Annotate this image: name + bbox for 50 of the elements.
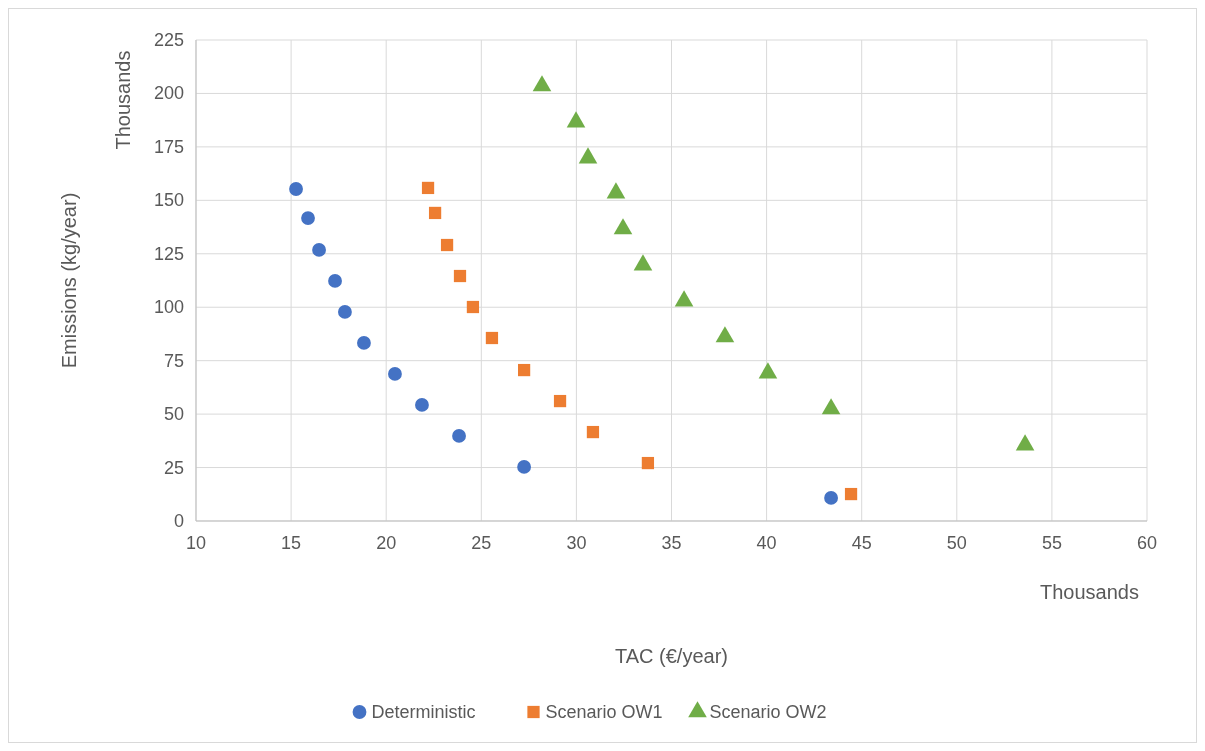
x-axis-title: TAC (€/year)	[615, 645, 728, 667]
point	[453, 269, 467, 283]
point	[415, 398, 429, 412]
legend-label: Deterministic	[371, 702, 476, 722]
point	[586, 425, 600, 439]
legend-label: Scenario OW2	[709, 702, 827, 722]
point	[517, 460, 531, 474]
x-tick-label: 60	[1136, 533, 1158, 553]
x-tick-label: 50	[946, 533, 967, 553]
point	[312, 243, 326, 257]
y-tick-label: 25	[163, 457, 184, 478]
point	[440, 238, 454, 252]
x-tick-label: 45	[851, 533, 872, 553]
point	[844, 487, 858, 501]
x-tick-label: 35	[661, 533, 682, 553]
point	[452, 429, 466, 443]
x-tick-label: 10	[185, 533, 207, 553]
x-tick-label: 20	[376, 533, 397, 553]
point	[421, 181, 435, 195]
point	[485, 331, 499, 345]
text: Thousands	[112, 50, 134, 150]
point	[641, 456, 655, 470]
y-tick-label: 175	[153, 136, 184, 157]
y-tick-label: 125	[153, 243, 184, 264]
y-tick-label: 225	[153, 30, 184, 50]
point	[466, 300, 480, 314]
y-tick-label: 50	[163, 404, 184, 425]
point	[517, 363, 531, 377]
point	[553, 394, 567, 408]
point	[328, 274, 342, 288]
point	[388, 367, 402, 381]
point	[824, 491, 838, 505]
y-tick-label: 100	[153, 297, 184, 318]
y-tick-label: 200	[153, 83, 184, 104]
legend-label: Scenario OW1	[545, 702, 663, 722]
x-tick-label: 25	[471, 533, 492, 553]
text: Thousands	[1040, 581, 1139, 603]
point	[357, 336, 371, 350]
y-axis-title: Emissions (kg/year)	[58, 192, 80, 369]
x-tick-label: 55	[1041, 533, 1062, 553]
y-tick-label: 75	[163, 350, 184, 371]
x-tick-label: 40	[756, 533, 777, 553]
y-tick-label: 0	[173, 511, 184, 531]
point	[289, 182, 303, 196]
x-tick-label: 30	[566, 533, 587, 553]
point	[338, 305, 352, 319]
x-tick-label: 15	[281, 533, 302, 553]
point	[428, 206, 442, 220]
point	[301, 211, 315, 225]
y-tick-label: 150	[153, 190, 184, 211]
